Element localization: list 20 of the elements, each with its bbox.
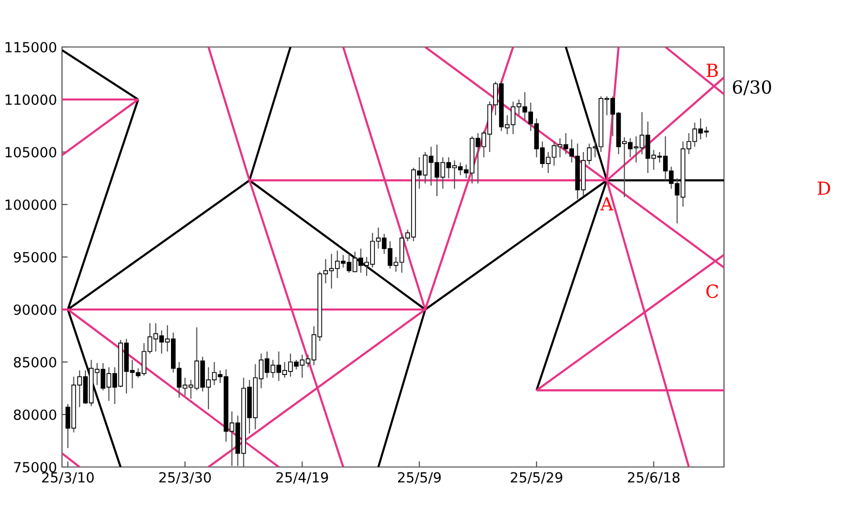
y-tick-label: 80000: [14, 409, 56, 420]
x-tick-label: 25/5/29: [510, 472, 562, 484]
y-tick-label: 90000: [14, 304, 56, 315]
y-tick-label: 105000: [6, 146, 56, 158]
x-tick-label: 25/3/30: [159, 472, 211, 484]
y-tick-label: 100000: [6, 199, 56, 210]
y-tick-label: 85000: [14, 356, 56, 368]
y-tick-label: 110000: [6, 94, 56, 105]
y-tick-label: 75000: [14, 462, 56, 472]
y-tick-label: 115000: [6, 42, 56, 52]
x-tick-label: 25/3/10: [42, 472, 94, 484]
annotation: C: [706, 284, 718, 298]
x-tick-label: 25/4/19: [276, 472, 328, 484]
y-tick-label: 95000: [14, 252, 56, 262]
x-tick-label: 25/6/18: [628, 472, 680, 484]
text: D: [818, 182, 830, 195]
annotation: B: [706, 64, 718, 77]
x-tick-label: 25/5/9: [398, 472, 441, 484]
annotation: A: [600, 197, 614, 210]
annotation: 6/30: [732, 80, 772, 96]
